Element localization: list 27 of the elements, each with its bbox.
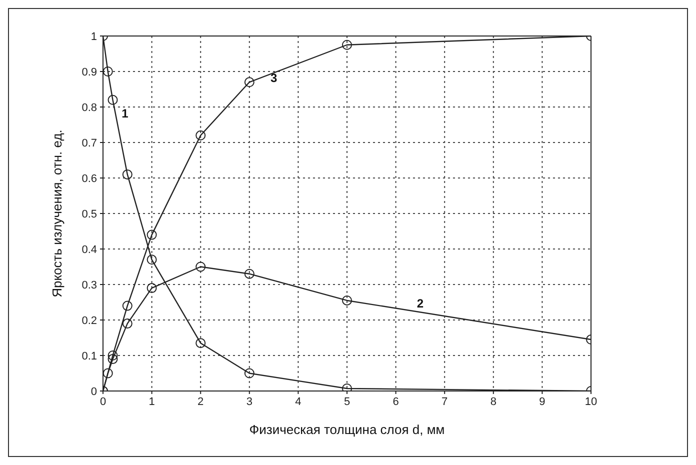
y-tick-label: 0.8	[82, 102, 97, 114]
x-tick-label: 1	[148, 396, 155, 408]
x-tick-label: 4	[295, 396, 302, 408]
y-axis-title: Яркость излучения, отн. ед.	[50, 130, 65, 298]
annotation: 2	[416, 296, 424, 311]
x-tick-label: 2	[198, 396, 204, 408]
y-tick-label: 0	[90, 386, 97, 398]
y-tick-label: 0.7	[82, 137, 97, 150]
annotation: 1	[122, 106, 129, 121]
y-tick-label: 0.4	[82, 244, 97, 256]
x-tick-label: 0	[100, 396, 106, 408]
y-tick-label: 0.5	[82, 208, 97, 220]
annotation: 3	[270, 71, 278, 86]
x-tick-label: 5	[344, 396, 350, 408]
y-tick-label: 0.9	[82, 66, 97, 78]
y-tick-label: 0.6	[82, 172, 97, 185]
x-tick-label: 7	[442, 396, 448, 408]
x-tick-label: 3	[246, 396, 252, 408]
y-tick-label: 1	[90, 30, 97, 43]
y-tick-label: 0.2	[82, 314, 97, 327]
y-tick-label: 0.3	[82, 279, 97, 292]
x-axis-title: Физическая толщина слоя d, мм	[249, 422, 445, 437]
x-tick-label: 10	[584, 396, 598, 408]
x-tick-label: 8	[490, 396, 496, 408]
x-tick-label: 9	[539, 396, 546, 408]
x-tick-label: 6	[392, 396, 399, 408]
y-tick-label: 0.1	[82, 350, 97, 362]
